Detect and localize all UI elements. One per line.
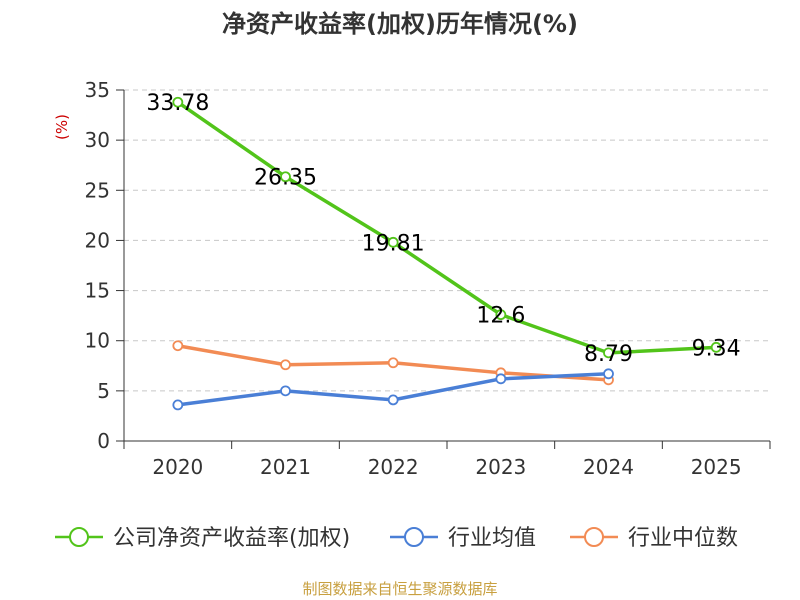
legend: 公司净资产收益率(加权) 行业均值 行业中位数 — [55, 526, 738, 551]
series-lines — [172, 96, 722, 411]
data-point[interactable] — [710, 341, 722, 353]
data-point[interactable] — [387, 357, 399, 369]
series-line — [176, 100, 718, 355]
data-labels: 33.78 26.35 19.81 12.6 8.79 9.34 — [146, 91, 740, 367]
legend-item[interactable]: 公司净资产收益率(加权) — [55, 526, 350, 551]
x-tick-label: 2021 — [260, 455, 311, 479]
x-tick-label: 2024 — [583, 455, 634, 479]
data-point[interactable] — [172, 399, 184, 411]
data-point[interactable] — [280, 359, 291, 371]
y-tick-label: 20 — [85, 228, 110, 252]
legend-label: 行业中位数 — [628, 526, 738, 551]
x-tick-label: 2022 — [368, 455, 419, 479]
x-tick-label: 2025 — [691, 455, 742, 479]
series-0 — [172, 96, 722, 359]
x-tick-label: 2020 — [152, 455, 203, 479]
legend-label: 行业均值 — [448, 526, 536, 551]
y-tick-label: 35 — [85, 78, 110, 102]
data-point[interactable] — [603, 347, 614, 359]
y-tick-label: 10 — [85, 329, 110, 353]
y-tick-label: 5 — [97, 379, 110, 403]
data-label: 8.79 — [584, 342, 633, 367]
data-label: 26.35 — [254, 166, 317, 191]
data-point[interactable] — [172, 340, 184, 352]
legend-label: 公司净资产收益率(加权) — [113, 526, 350, 551]
y-tick-label: 0 — [97, 429, 110, 453]
chart-title: 净资产收益率(加权)历年情况(%) — [222, 10, 578, 38]
x-tick-label: 2023 — [475, 455, 526, 479]
data-point[interactable] — [387, 236, 399, 248]
data-point[interactable] — [172, 96, 184, 108]
data-point[interactable] — [495, 373, 507, 385]
data-label: 12.6 — [476, 304, 525, 329]
gridlines — [124, 89, 770, 392]
data-label: 33.78 — [146, 91, 209, 116]
data-label: 9.34 — [692, 336, 741, 361]
legend-item[interactable]: 行业中位数 — [570, 526, 738, 551]
legend-marker-icon — [404, 527, 424, 547]
data-label: 19.81 — [362, 231, 425, 256]
series-1 — [172, 368, 614, 411]
source-note: 制图数据来自恒生聚源数据库 — [302, 580, 497, 598]
legend-item[interactable]: 行业均值 — [390, 526, 536, 551]
y-tick-label: 30 — [85, 128, 110, 152]
y-tick-label: 15 — [85, 279, 110, 303]
legend-marker-icon — [584, 527, 604, 547]
data-point[interactable] — [495, 309, 507, 321]
legend-marker-icon — [69, 527, 89, 547]
data-point[interactable] — [387, 394, 399, 406]
data-point[interactable] — [603, 368, 614, 380]
data-point[interactable] — [280, 385, 291, 397]
data-point[interactable] — [280, 171, 291, 183]
y-tick-label: 25 — [85, 178, 110, 202]
y-axis-unit-label: (%) — [53, 114, 71, 140]
